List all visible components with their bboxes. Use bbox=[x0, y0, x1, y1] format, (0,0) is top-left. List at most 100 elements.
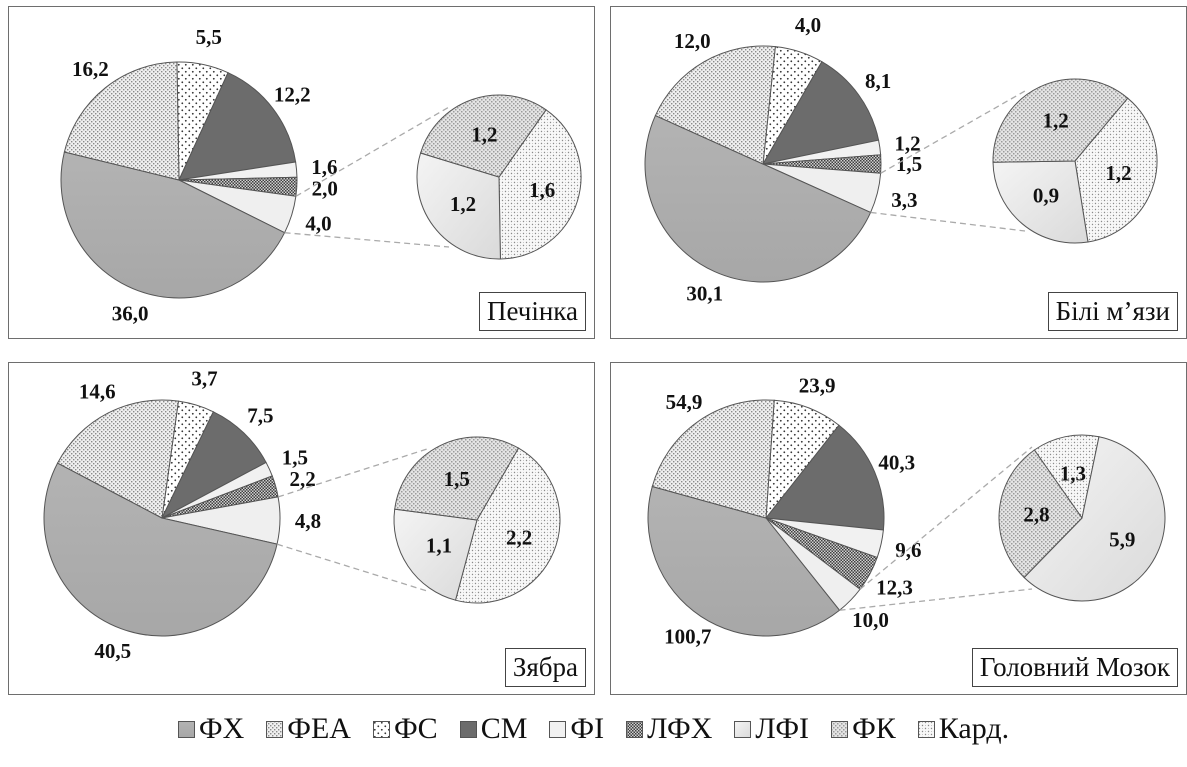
pie-chart: 5,512,21,62,04,036,016,21,61,21,2 bbox=[60, 25, 582, 325]
detail-slice-kard bbox=[454, 447, 561, 604]
detail-slice-kard bbox=[1074, 97, 1158, 243]
legend-item-fs: ФС bbox=[372, 712, 438, 746]
detail-slice-kard bbox=[1033, 434, 1100, 520]
pie-slice-fx bbox=[60, 151, 286, 299]
legend-swatch bbox=[734, 720, 752, 738]
pie-slice-fea bbox=[63, 61, 180, 181]
detail-label-kard: 1,3 bbox=[1060, 461, 1086, 485]
legend-item-fx: ФХ bbox=[177, 712, 245, 746]
data-label-fi: 1,2 bbox=[894, 132, 920, 156]
detail-label-kard: 2,2 bbox=[506, 525, 532, 549]
panel-label: Зябра bbox=[504, 648, 586, 687]
data-label-other: 10,0 bbox=[852, 608, 889, 632]
detail-label-lfi: 1,2 bbox=[450, 192, 476, 216]
panel-label: Головний Мозок bbox=[971, 648, 1178, 687]
detail-label-kard: 1,2 bbox=[1105, 161, 1131, 185]
legend-label: СМ bbox=[480, 712, 528, 745]
legend-swatch bbox=[831, 720, 849, 738]
detail-label-fk: 2,8 bbox=[1023, 502, 1049, 526]
legend-item-kard: Кард. bbox=[917, 712, 1010, 746]
detail-label-lfi: 0,9 bbox=[1033, 184, 1059, 208]
data-label-fea: 14,6 bbox=[79, 380, 116, 404]
legend-label: ФЕА bbox=[287, 712, 351, 745]
data-label-other: 3,3 bbox=[891, 188, 917, 212]
legend-label: ФХ bbox=[198, 712, 245, 745]
legend-label: ФК bbox=[852, 712, 896, 745]
legend-swatch bbox=[917, 720, 935, 738]
detail-slice-lfi bbox=[416, 152, 501, 260]
data-label-other: 4,8 bbox=[295, 509, 321, 533]
pie-slice-fx bbox=[644, 114, 872, 283]
legend-item-cm: СМ bbox=[459, 712, 528, 746]
legend-swatch bbox=[372, 720, 390, 738]
detail-label-fk: 1,2 bbox=[471, 122, 497, 146]
pie-chart: 3,77,51,52,24,840,514,62,21,11,5 bbox=[43, 366, 561, 663]
data-label-cm: 7,5 bbox=[247, 404, 273, 428]
detail-slice-fk bbox=[998, 449, 1083, 579]
legend-swatch bbox=[177, 720, 195, 738]
chart-panel-gills: 3,7 7,5 1,5 2,2 4,8 40,5 14,6 2,2 1,1 1,5 Зябра bbox=[8, 362, 595, 695]
detail-slice-lfi bbox=[393, 508, 478, 601]
pie-slice-cm bbox=[762, 61, 880, 165]
pie-slice-cm bbox=[178, 72, 297, 181]
detail-slice-lfi bbox=[1023, 436, 1166, 602]
data-label-lfx: 1,5 bbox=[896, 152, 922, 176]
connector-line bbox=[839, 588, 1033, 611]
connector-line bbox=[276, 543, 428, 592]
pie-slice-fea bbox=[654, 45, 776, 165]
legend-item-fea: ФЕА bbox=[266, 712, 351, 746]
pie-chart: 4,08,11,21,53,330,112,01,20,91,2 bbox=[644, 13, 1158, 305]
panel-label: Білі м’язи bbox=[1047, 292, 1178, 331]
legend: ФХ ФЕА ФС СМ ФІ ЛФХ ЛФІ ФК Кард. bbox=[0, 703, 1187, 755]
legend-swatch bbox=[266, 720, 284, 738]
data-label-lfx: 12,3 bbox=[876, 575, 913, 599]
data-label-fea: 16,2 bbox=[72, 57, 109, 81]
legend-item-lfi: ЛФІ bbox=[734, 712, 809, 746]
data-label-other: 4,0 bbox=[305, 211, 331, 235]
connector-line bbox=[859, 446, 1033, 590]
data-label-cm: 40,3 bbox=[878, 451, 915, 475]
detail-label-lfi: 5,9 bbox=[1109, 527, 1135, 551]
data-label-fs: 5,5 bbox=[196, 25, 222, 49]
data-label-lfx: 2,2 bbox=[290, 467, 316, 491]
data-label-lfx: 2,0 bbox=[312, 176, 338, 200]
legend-item-fk: ФК bbox=[831, 712, 896, 746]
detail-slice-fk bbox=[419, 94, 547, 178]
detail-label-fk: 1,5 bbox=[444, 467, 470, 491]
legend-item-lfx: ЛФХ bbox=[626, 712, 712, 746]
data-label-cm: 12,2 bbox=[274, 82, 311, 106]
data-label-fx: 100,7 bbox=[664, 624, 711, 648]
detail-label-kard: 1,6 bbox=[529, 178, 555, 202]
data-label-fea: 12,0 bbox=[674, 29, 711, 53]
pie-slice-fea bbox=[651, 399, 775, 519]
legend-label: Кард. bbox=[938, 712, 1010, 745]
data-label-fx: 36,0 bbox=[112, 301, 149, 325]
legend-item-fi: ФІ bbox=[549, 712, 604, 746]
pie-slice-fx bbox=[43, 462, 278, 637]
detail-label-fk: 1,2 bbox=[1042, 108, 1068, 132]
detail-slice-lfi bbox=[992, 160, 1089, 244]
detail-slice-kard bbox=[498, 109, 582, 260]
data-label-fs: 4,0 bbox=[795, 13, 821, 37]
chart-panel-liver: 5,5 12,2 1,6 2,0 4,0 36,0 16,2 1,6 1,2 1,2 Печінк… bbox=[8, 6, 595, 339]
data-label-fs: 23,9 bbox=[799, 374, 836, 398]
legend-label: ФС bbox=[393, 712, 438, 745]
connector-line bbox=[277, 448, 428, 498]
legend-swatch bbox=[459, 720, 477, 738]
data-label-fea: 54,9 bbox=[666, 390, 703, 414]
data-label-fi: 1,5 bbox=[282, 445, 308, 469]
connector-line bbox=[284, 232, 450, 248]
data-label-fx: 40,5 bbox=[94, 639, 131, 663]
legend-swatch bbox=[626, 720, 644, 738]
connector-line bbox=[880, 90, 1026, 174]
legend-label: ФІ bbox=[570, 712, 605, 745]
pie-slice-fx bbox=[647, 485, 841, 637]
pie-slice-cm bbox=[160, 411, 267, 520]
legend-label: ЛФІ bbox=[755, 712, 810, 745]
detail-slice-fk bbox=[394, 436, 520, 521]
data-label-cm: 8,1 bbox=[865, 69, 891, 93]
legend-label: ЛФХ bbox=[647, 712, 713, 745]
pie-slice-fea bbox=[56, 399, 179, 519]
